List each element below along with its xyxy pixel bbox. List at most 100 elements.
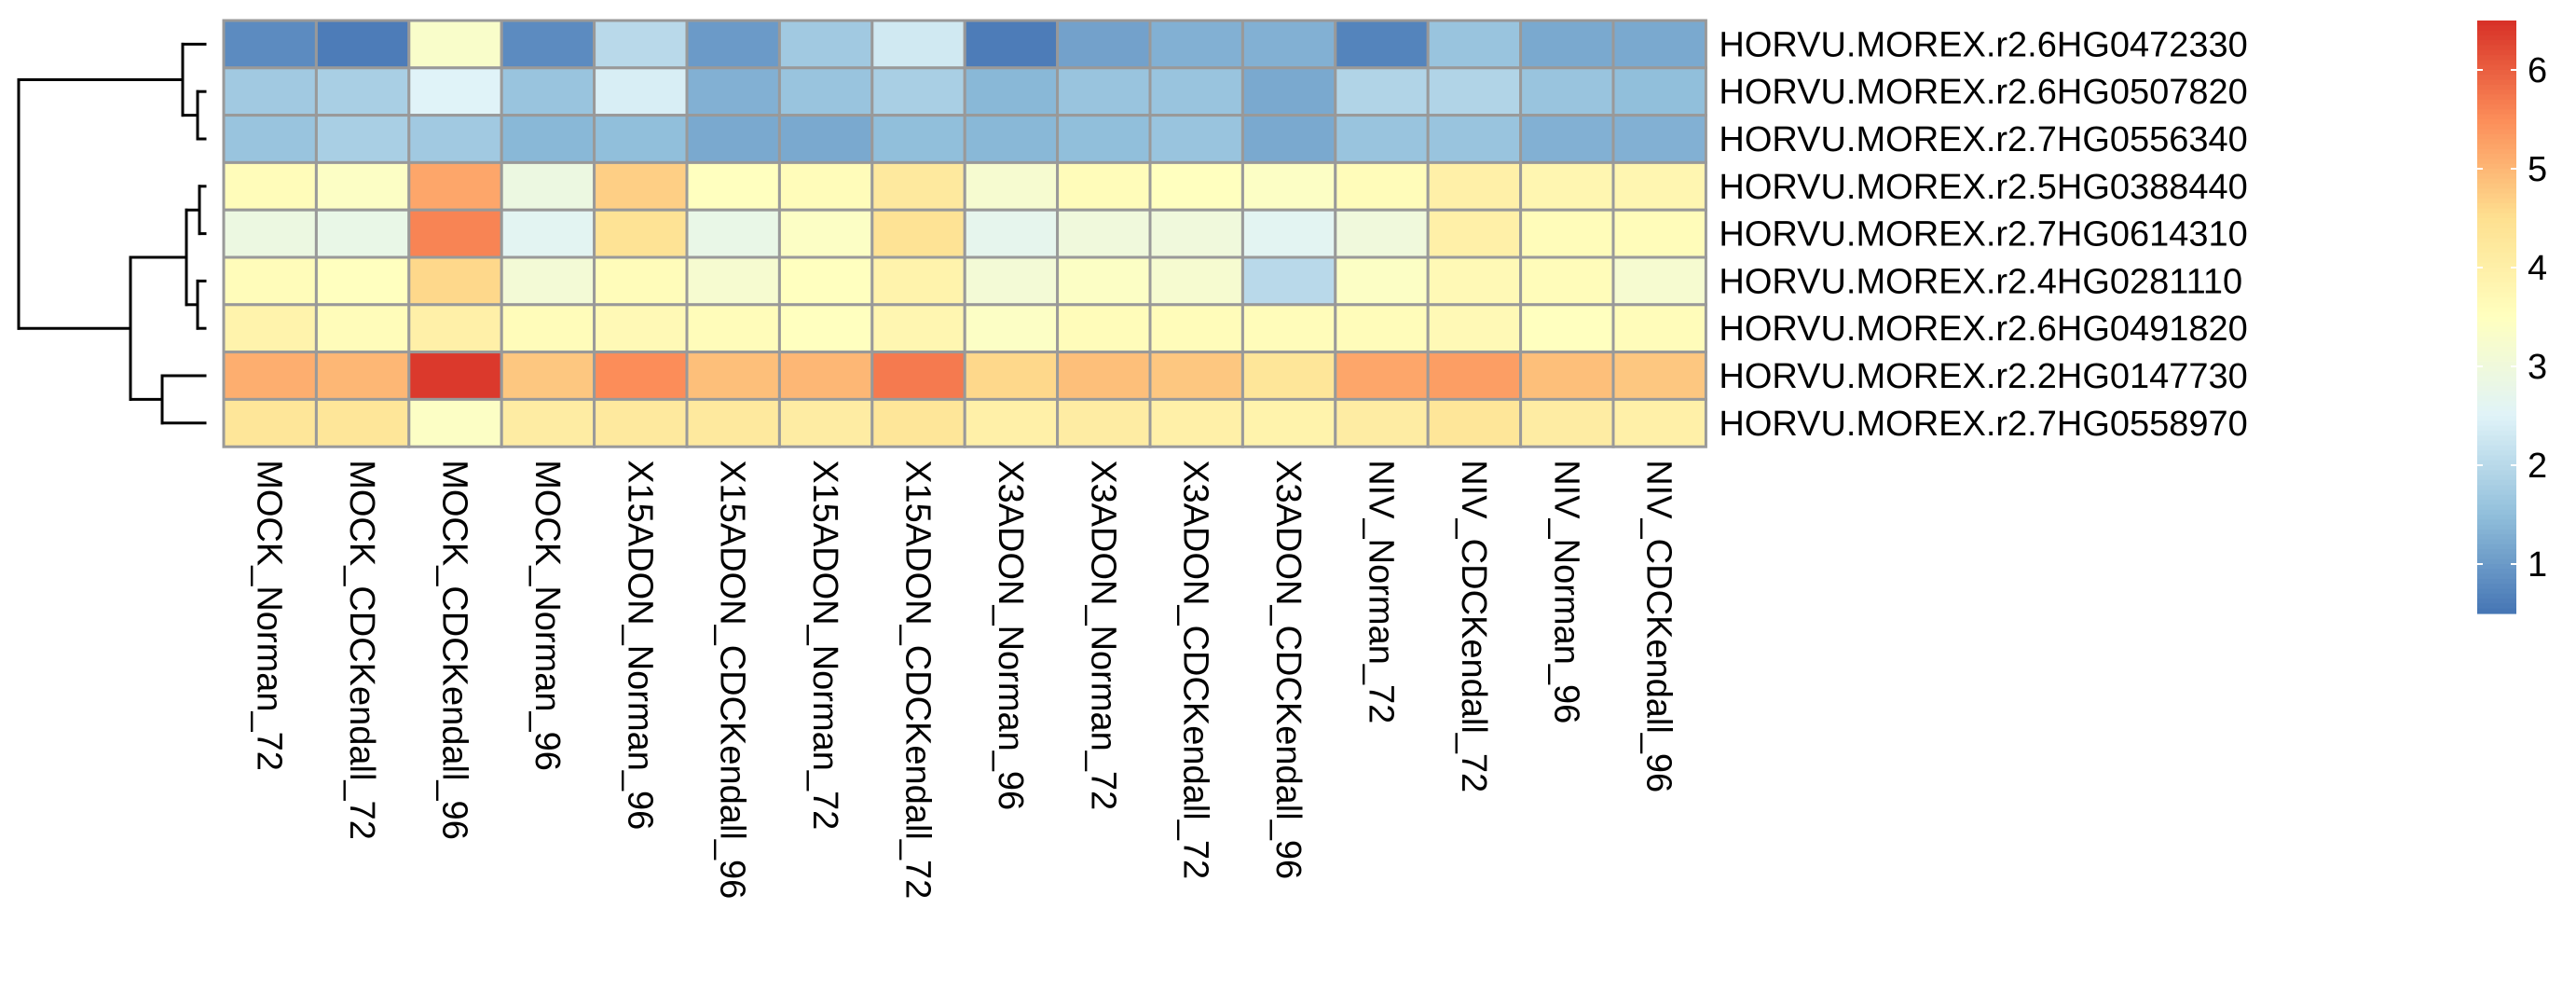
heatmap-cell [1334,208,1430,259]
heatmap-cell [1334,303,1430,354]
legend-swatch [2477,104,2516,110]
heatmap-cell [685,351,781,401]
heatmap-cell [407,66,503,117]
heatmap-cell [685,19,781,70]
legend-swatch [2477,515,2516,520]
legend-swatch [2477,331,2516,337]
heatmap-cell [222,19,318,70]
legend-swatch [2477,30,2516,36]
heatmap-cell [777,255,874,307]
heatmap-cell [1426,351,1523,401]
legend-swatch [2477,213,2516,219]
heatmap-cell [1148,66,1244,117]
row-label: HORVU.MOREX.r2.4HG0281110 [1719,262,2242,301]
legend-swatch [2477,144,2516,150]
legend-swatch [2477,124,2516,131]
legend-swatch [2477,253,2516,258]
column-label: X15ADON_CDCKendall_72 [898,460,938,899]
column-label: X3ADON_Norman_96 [991,460,1030,810]
heatmap-cell [777,303,874,354]
legend-swatch [2477,311,2516,318]
heatmap-cell [1334,19,1430,70]
heatmap-cell [963,303,1060,354]
heatmap-cell [870,114,966,164]
legend-swatch [2477,21,2516,26]
heatmap-cell [1148,255,1244,307]
heatmap-cell [1148,351,1244,401]
heatmap-cell [1056,351,1152,401]
heatmap-cell [1519,160,1615,212]
legend-swatch [2477,395,2516,402]
heatmap-cell [1148,114,1244,164]
heatmap-cell [1519,303,1615,354]
legend-swatch [2477,460,2516,466]
heatmap-cell [1240,351,1337,401]
heatmap-cell [222,351,318,401]
heatmap-cell [500,114,596,164]
legend-swatch [2477,584,2516,590]
heatmap-cell [314,208,411,259]
row-label: HORVU.MOREX.r2.6HG0472330 [1719,25,2247,64]
heatmap-cell [500,303,596,354]
legend-swatch [2477,485,2516,491]
heatmap-cell [1056,303,1152,354]
legend-swatch [2477,465,2516,471]
legend-swatch [2477,569,2516,575]
heatmap-cell [963,19,1060,70]
legend-swatch [2477,158,2516,165]
heatmap-cell [1426,114,1523,164]
legend-swatch [2477,169,2516,174]
legend-swatch [2477,416,2516,421]
column-label: MOCK_Norman_96 [528,460,567,771]
heatmap-cell [222,303,318,354]
heatmap-cell [777,19,874,70]
legend-swatch [2477,84,2516,90]
heatmap-cell [870,208,966,259]
heatmap-cell [1611,19,1707,70]
legend-tick-label: 4 [2528,249,2547,288]
legend-swatch [2477,203,2516,209]
legend-swatch [2477,232,2516,239]
heatmap-cell [1148,19,1244,70]
legend-swatch [2477,64,2516,71]
legend-swatch [2477,445,2516,451]
legend-tick-label: 1 [2528,545,2547,585]
legend-swatch [2477,268,2516,273]
legend-swatch [2477,34,2516,41]
heatmap-cell [1519,114,1615,164]
legend-swatch [2477,287,2516,294]
legend-swatch [2477,346,2516,352]
legend-swatch [2477,603,2516,610]
heatmap-cell [963,397,1060,448]
column-label: NIV_CDCKendall_72 [1454,460,1493,792]
heatmap-cell [685,397,781,448]
legend-swatch [2477,430,2516,436]
legend-swatch [2477,475,2516,481]
legend-swatch [2477,148,2516,155]
legend-tick-label: 2 [2528,447,2547,486]
legend-swatch [2477,479,2516,486]
heatmap-cell [500,19,596,70]
heatmap-cell [593,351,689,401]
legend-swatch [2477,494,2516,501]
legend-swatch [2477,247,2516,254]
legend-swatch [2477,89,2516,96]
legend-swatch [2477,79,2516,86]
heatmap-cell [1148,397,1244,448]
heatmap-cell [963,66,1060,117]
legend-swatch [2477,554,2516,560]
heatmap-cell [963,255,1060,307]
heatmap-cell [1519,397,1615,448]
column-label: MOCK_CDCKendall_96 [435,460,474,840]
heatmap-cell [963,160,1060,212]
row-label: HORVU.MOREX.r2.6HG0491820 [1719,310,2247,349]
heatmap-cell [1148,208,1244,259]
heatmap-cell [963,351,1060,401]
legend-swatch [2477,129,2516,135]
legend-swatch [2477,420,2516,427]
legend-swatch [2477,356,2516,363]
heatmap-cell [222,160,318,212]
heatmap-cell [1334,351,1430,401]
legend-swatch [2477,489,2516,496]
legend-swatch [2477,435,2516,442]
